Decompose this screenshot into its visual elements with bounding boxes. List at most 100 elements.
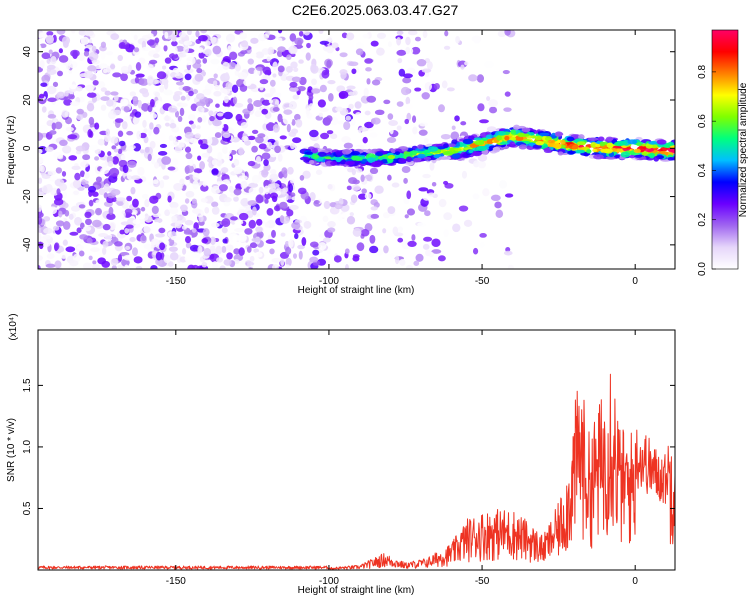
- heatmap-cell: [191, 198, 197, 204]
- heatmap-cell: [184, 73, 192, 81]
- heatmap-cell: [211, 206, 220, 215]
- heatmap-cell: [84, 172, 90, 179]
- heatmap-ridge-cell: [304, 151, 314, 155]
- heatmap-cell: [211, 201, 219, 208]
- heatmap-cell: [238, 147, 245, 156]
- heatmap-cell: [486, 96, 491, 102]
- heatmap-ridge-cell: [344, 161, 356, 166]
- heatmap-cell: [139, 132, 147, 139]
- heatmap-cell: [177, 115, 183, 123]
- heatmap-cell: [283, 109, 293, 115]
- heatmap-ridge-cell: [532, 144, 542, 149]
- heatmap-cell: [62, 221, 71, 230]
- heatmap-cell: [147, 75, 154, 84]
- heatmap-cell: [352, 227, 362, 237]
- heatmap-cell: [479, 233, 487, 238]
- heatmap-ridge-cell: [656, 139, 667, 145]
- heatmap-ridge-cell: [633, 148, 641, 153]
- heatmap-cell: [233, 196, 239, 202]
- heatmap-cell: [396, 244, 402, 251]
- heatmap-cell: [269, 173, 279, 181]
- heatmap-cell: [460, 64, 465, 70]
- heatmap-cell: [327, 184, 333, 190]
- heatmap-cell: [136, 130, 142, 140]
- heatmap-cell: [471, 35, 482, 43]
- heatmap-cell: [102, 240, 109, 248]
- heatmap-cell: [129, 124, 139, 132]
- heatmap-cell: [198, 51, 205, 59]
- heatmap-cell: [127, 64, 133, 73]
- heatmap-cell: [235, 113, 243, 122]
- heatmap-cell: [249, 242, 258, 249]
- heatmap-cell: [213, 90, 222, 97]
- heatmap-x-tick-label: 0: [632, 276, 638, 287]
- snr-x-tick-label: -150: [166, 576, 186, 587]
- heatmap-cell: [497, 30, 507, 38]
- heatmap-cell: [121, 121, 128, 130]
- heatmap-cell: [238, 247, 245, 256]
- heatmap-cell: [131, 209, 138, 215]
- heatmap-cell: [138, 78, 149, 86]
- heatmap-cell: [277, 153, 283, 162]
- heatmap-cell: [49, 130, 57, 135]
- heatmap-cell: [46, 253, 55, 260]
- heatmap-ridge-cell: [597, 136, 605, 142]
- heatmap-ridge-cell: [629, 154, 636, 159]
- heatmap-ridge-cell: [636, 142, 643, 147]
- heatmap-cell: [303, 30, 310, 36]
- heatmap-cell: [286, 54, 292, 61]
- heatmap-cell: [319, 84, 327, 93]
- heatmap-cell: [399, 258, 406, 266]
- heatmap-cell: [117, 148, 123, 155]
- heatmap-cell: [482, 188, 490, 197]
- heatmap-cell: [279, 135, 287, 140]
- heatmap-cell: [280, 257, 285, 266]
- heatmap-cell: [135, 73, 145, 78]
- heatmap-cell: [495, 209, 504, 218]
- heatmap-cell: [59, 139, 68, 147]
- heatmap-cell: [183, 68, 194, 74]
- heatmap-cell: [301, 237, 307, 246]
- heatmap-cell: [227, 62, 237, 70]
- heatmap-cell: [80, 161, 89, 168]
- heatmap-cell: [73, 190, 80, 195]
- heatmap-cell: [229, 51, 238, 61]
- snr-panel: -150 -100 -50 0 0.5 1.0 1.5 Height of straigh…: [6, 313, 676, 596]
- heatmap-ridge-cell: [417, 144, 424, 150]
- heatmap-cell: [194, 73, 204, 82]
- heatmap-ridge-cell: [409, 150, 417, 156]
- heatmap-cell: [86, 92, 97, 98]
- heatmap-cell: [306, 246, 312, 252]
- heatmap-cell: [361, 188, 367, 194]
- heatmap-cell: [88, 116, 95, 125]
- heatmap-cell: [159, 85, 165, 93]
- heatmap-cell: [132, 247, 138, 257]
- heatmap-cell: [148, 181, 154, 186]
- heatmap-cell: [102, 223, 111, 231]
- heatmap-cell: [56, 188, 61, 196]
- heatmap-cell: [182, 86, 191, 92]
- colorbar-gradient: [712, 30, 738, 269]
- heatmap-cell: [125, 224, 134, 229]
- heatmap-cell: [268, 99, 273, 104]
- heatmap-cell: [309, 129, 319, 138]
- heatmap-cell: [174, 220, 183, 229]
- heatmap-cell: [155, 44, 161, 53]
- heatmap-cell: [494, 201, 502, 209]
- heatmap-cell: [199, 161, 206, 170]
- heatmap-cell: [454, 115, 460, 122]
- heatmap-cell: [209, 115, 215, 122]
- heatmap-ridge-cell: [592, 148, 598, 152]
- heatmap-cell: [394, 255, 400, 265]
- heatmap-cell: [82, 154, 91, 161]
- heatmap-cell: [110, 189, 121, 196]
- heatmap-cell: [387, 174, 392, 181]
- heatmap-cell: [299, 175, 305, 181]
- heatmap-cell: [153, 162, 160, 169]
- heatmap-cell: [83, 225, 92, 232]
- heatmap-cell: [326, 248, 332, 255]
- heatmap-cell: [240, 180, 248, 189]
- heatmap-cell: [405, 96, 411, 105]
- heatmap-cell: [137, 166, 145, 176]
- heatmap-cell: [290, 61, 298, 69]
